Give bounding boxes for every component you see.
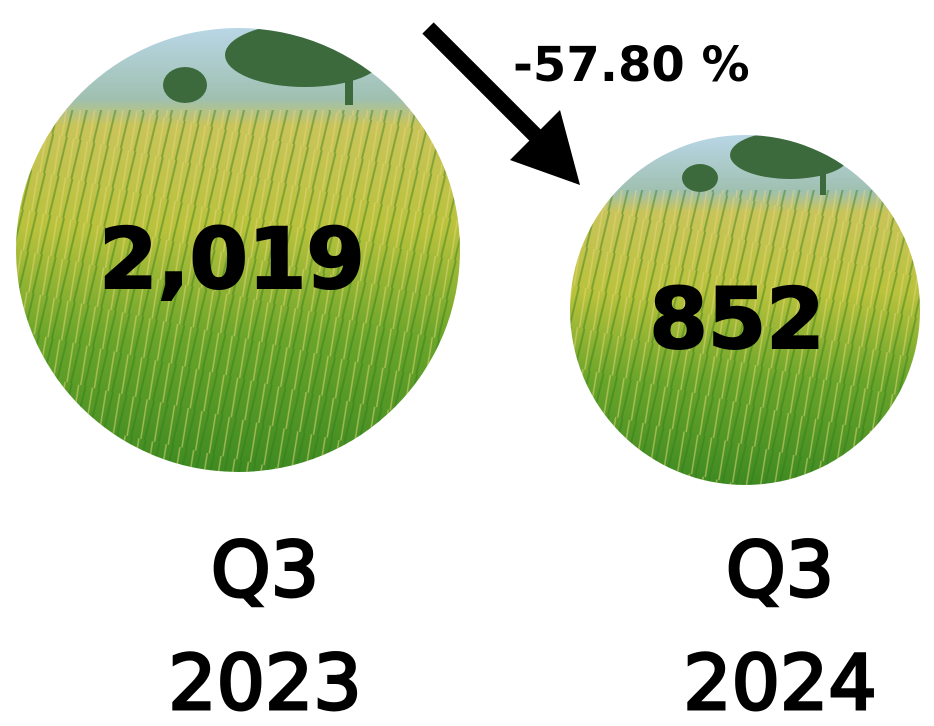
year: 2024: [683, 638, 876, 726]
quarter: Q3: [726, 525, 834, 614]
change-label: -57.80 %: [513, 37, 750, 93]
value: 852: [649, 270, 824, 368]
quarter: Q3: [211, 525, 319, 614]
year: 2023: [168, 638, 361, 726]
infographic: -57.80 % 2,019 852 Q3 2023 Q3 2024: [0, 0, 934, 726]
value: 2,019: [99, 210, 365, 308]
